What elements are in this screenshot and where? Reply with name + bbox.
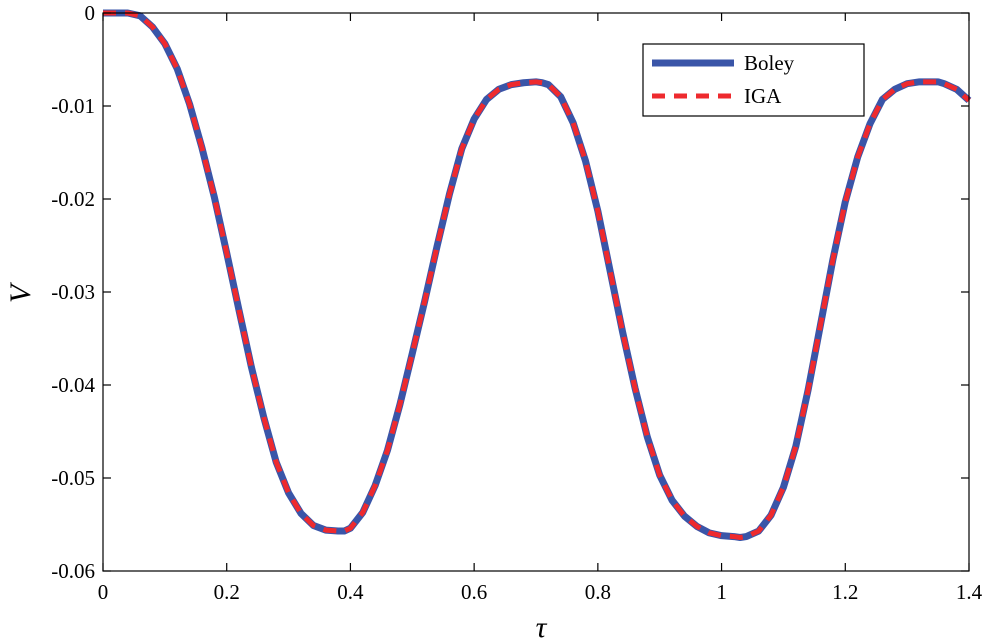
y-tick-label-1: -0.01 <box>51 94 95 118</box>
plot-frame <box>102 12 970 572</box>
series-line-iga <box>103 10 971 541</box>
x-tick-label-3: 0.6 <box>461 580 487 604</box>
y-axis-label: V <box>4 281 37 303</box>
legend-box <box>642 43 865 117</box>
x-tick-label-0: 0 <box>98 580 109 604</box>
x-tick-label-4: 0.8 <box>585 580 611 604</box>
x-tick-label-2: 0.4 <box>337 580 364 604</box>
legend-label-iga: IGA <box>744 84 782 108</box>
y-tick-label-2: -0.02 <box>51 187 95 211</box>
legend: Boley IGA <box>642 43 865 117</box>
x-axis-label: τ <box>536 611 548 642</box>
x-tick-label-5: 1 <box>716 580 727 604</box>
x-tick-label-6: 1.2 <box>832 580 858 604</box>
legend-label-boley: Boley <box>744 51 795 75</box>
y-tick-label-4: -0.04 <box>51 373 95 397</box>
y-tick-label-6: -0.06 <box>51 559 95 583</box>
x-tick-label-7: 1.4 <box>956 580 983 604</box>
y-tick-label-3: -0.03 <box>51 280 95 304</box>
x-tick-label-1: 0.2 <box>214 580 240 604</box>
ticks-layer: 0 0.2 0.4 0.6 0.8 1 1.2 1.4 0 -0.01 -0.02 -0.03 -0.0… <box>51 1 982 604</box>
series-layer <box>103 9 972 542</box>
y-tick-label-5: -0.05 <box>51 466 95 490</box>
y-tick-label-0: 0 <box>85 1 96 25</box>
